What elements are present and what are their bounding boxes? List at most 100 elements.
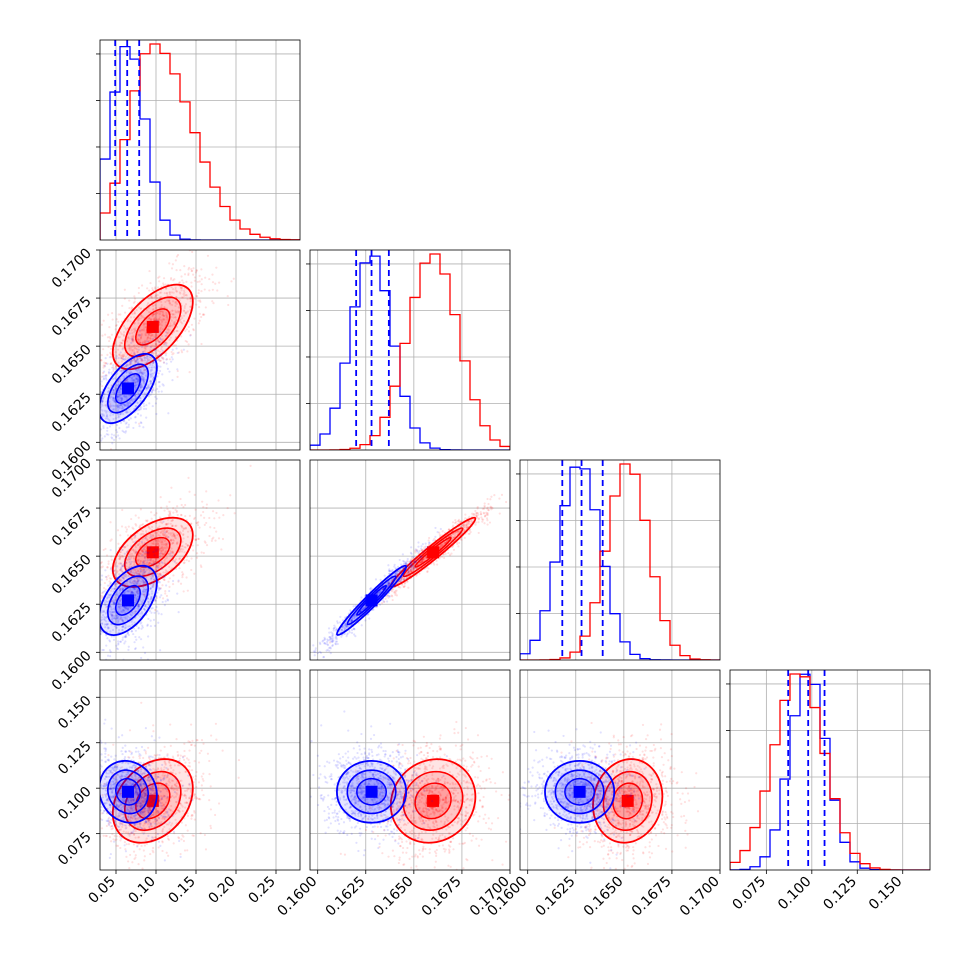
sample-point — [115, 626, 118, 630]
sample-point — [106, 626, 110, 629]
sample-point — [192, 267, 195, 270]
sample-point — [96, 596, 98, 598]
sample-point — [407, 571, 411, 574]
sample-point — [184, 527, 187, 530]
sample-point — [490, 506, 493, 509]
sample-point — [329, 637, 333, 640]
sample-point — [203, 540, 206, 543]
sample-point — [447, 551, 450, 555]
sample-point — [137, 389, 141, 392]
sample-point — [230, 280, 233, 283]
sample-point — [149, 346, 152, 349]
sample-point — [141, 600, 144, 603]
sample-point — [80, 420, 82, 422]
sample-point — [138, 603, 141, 606]
sample-point — [182, 590, 185, 593]
sample-point — [409, 568, 412, 572]
sample-point — [146, 606, 149, 609]
sample-point — [132, 591, 135, 595]
sample-point — [105, 411, 108, 414]
sample-point — [105, 644, 108, 647]
sample-point — [135, 638, 138, 641]
sample-point — [105, 374, 108, 377]
sample-point — [144, 348, 147, 351]
sample-point — [136, 607, 139, 610]
sample-point — [168, 291, 171, 294]
sample-point — [171, 353, 174, 356]
sample-point — [152, 347, 155, 351]
sample-point — [462, 524, 465, 527]
sample-point — [440, 543, 443, 547]
sample-point — [165, 556, 169, 559]
sample-point — [121, 339, 124, 342]
sample-point — [411, 564, 414, 567]
sample-point — [102, 426, 105, 430]
sample-point — [147, 555, 150, 558]
sample-point — [475, 513, 478, 516]
sample-point — [143, 322, 146, 325]
sample-point — [182, 505, 185, 509]
sample-point — [155, 512, 158, 515]
sample-point — [143, 340, 146, 343]
sample-point — [118, 592, 121, 595]
sample-point — [163, 306, 166, 309]
sample-point — [146, 624, 149, 627]
sample-point — [109, 548, 112, 552]
sample-point — [156, 566, 160, 569]
sample-point — [110, 567, 113, 570]
sample-point — [387, 596, 390, 599]
sample-point — [419, 561, 422, 565]
sample-point — [137, 605, 140, 609]
sample-point — [162, 361, 165, 364]
sample-point — [169, 532, 173, 535]
sample-point — [115, 429, 118, 432]
sample-point — [411, 565, 415, 568]
sample-point — [158, 317, 161, 321]
sample-point — [419, 561, 422, 564]
sample-point — [397, 585, 401, 589]
sample-point — [109, 589, 113, 592]
sample-point — [133, 641, 136, 644]
sample-point — [126, 590, 129, 593]
sample-point — [390, 594, 393, 597]
sample-point — [395, 589, 398, 592]
sample-point — [491, 507, 494, 510]
sample-point — [127, 347, 131, 350]
sample-point — [128, 400, 131, 404]
sample-point — [130, 556, 133, 559]
sample-point — [220, 548, 223, 551]
sample-point — [128, 553, 131, 556]
sample-point — [149, 624, 152, 628]
sample-point — [134, 629, 137, 632]
sample-point — [456, 542, 459, 546]
sample-point — [43, 384, 45, 386]
sample-point — [123, 404, 126, 407]
sample-point — [139, 333, 142, 337]
sample-point — [112, 569, 115, 572]
sample-point — [100, 359, 103, 362]
sample-point — [386, 594, 389, 597]
sample-point — [151, 574, 154, 577]
sample-point — [88, 628, 90, 630]
sample-point — [133, 612, 137, 615]
sample-point — [152, 360, 155, 363]
sample-point — [159, 337, 162, 340]
sample-point — [96, 609, 98, 611]
sample-point — [126, 353, 129, 356]
sample-point — [192, 328, 195, 331]
sample-point — [158, 573, 161, 576]
sample-point — [314, 666, 316, 668]
sample-point — [113, 602, 116, 605]
sample-point — [171, 551, 174, 555]
sample-point — [154, 566, 157, 569]
sample-point — [159, 541, 162, 544]
sample-point — [195, 303, 198, 306]
sample-point — [119, 599, 122, 602]
sample-point — [142, 532, 145, 536]
sample-point — [140, 358, 144, 361]
sample-point — [141, 553, 144, 557]
sample-point — [156, 387, 159, 391]
sample-point — [129, 320, 132, 323]
sample-point — [145, 362, 149, 366]
sample-point — [153, 318, 156, 321]
